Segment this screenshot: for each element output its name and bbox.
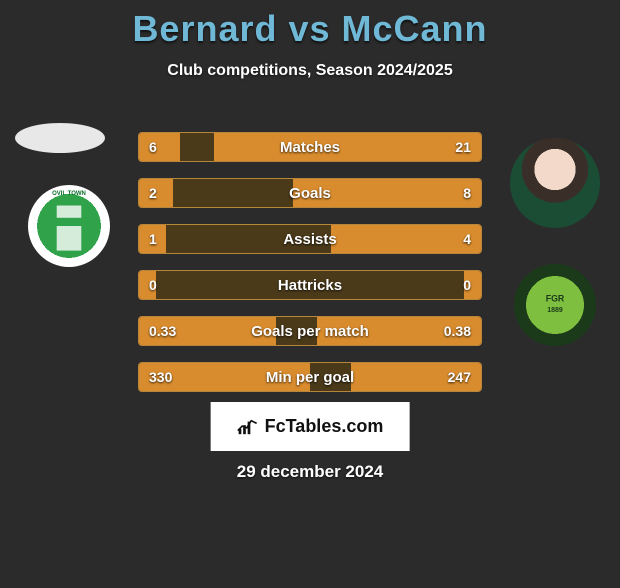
stat-label: Hattricks: [139, 271, 481, 299]
svg-text:1889: 1889: [547, 307, 563, 314]
stats-container: 6 Matches 21 2 Goals 8 1 Assists 4 0 Hat…: [138, 132, 482, 408]
stat-label: Matches: [139, 133, 481, 161]
page-title: Bernard vs McCann: [0, 8, 620, 50]
stat-label: Min per goal: [139, 363, 481, 391]
stat-row-goals: 2 Goals 8: [138, 178, 482, 208]
stat-value-right: 8: [463, 179, 471, 207]
logo-text: FcTables.com: [265, 416, 384, 437]
player-avatar-right: [510, 138, 600, 228]
player-avatar-left: [15, 123, 105, 153]
stat-row-goals-per-match: 0.33 Goals per match 0.38: [138, 316, 482, 346]
stat-label: Goals: [139, 179, 481, 207]
stat-row-hattricks: 0 Hattricks 0: [138, 270, 482, 300]
stat-value-right: 0: [463, 271, 471, 299]
chart-icon: [237, 418, 259, 436]
stat-value-right: 21: [455, 133, 471, 161]
date-text: 29 december 2024: [0, 462, 620, 482]
svg-text:FGR: FGR: [546, 294, 565, 304]
fctables-logo: FcTables.com: [211, 402, 410, 451]
stat-row-min-per-goal: 330 Min per goal 247: [138, 362, 482, 392]
stat-row-matches: 6 Matches 21: [138, 132, 482, 162]
subtitle: Club competitions, Season 2024/2025: [0, 62, 620, 80]
stat-label: Assists: [139, 225, 481, 253]
stat-row-assists: 1 Assists 4: [138, 224, 482, 254]
stat-value-right: 4: [463, 225, 471, 253]
club-badge-left: [28, 185, 110, 267]
club-badge-right: FGR 1889: [514, 264, 596, 346]
stat-label: Goals per match: [139, 317, 481, 345]
stat-value-right: 0.38: [444, 317, 471, 345]
stat-value-right: 247: [448, 363, 471, 391]
